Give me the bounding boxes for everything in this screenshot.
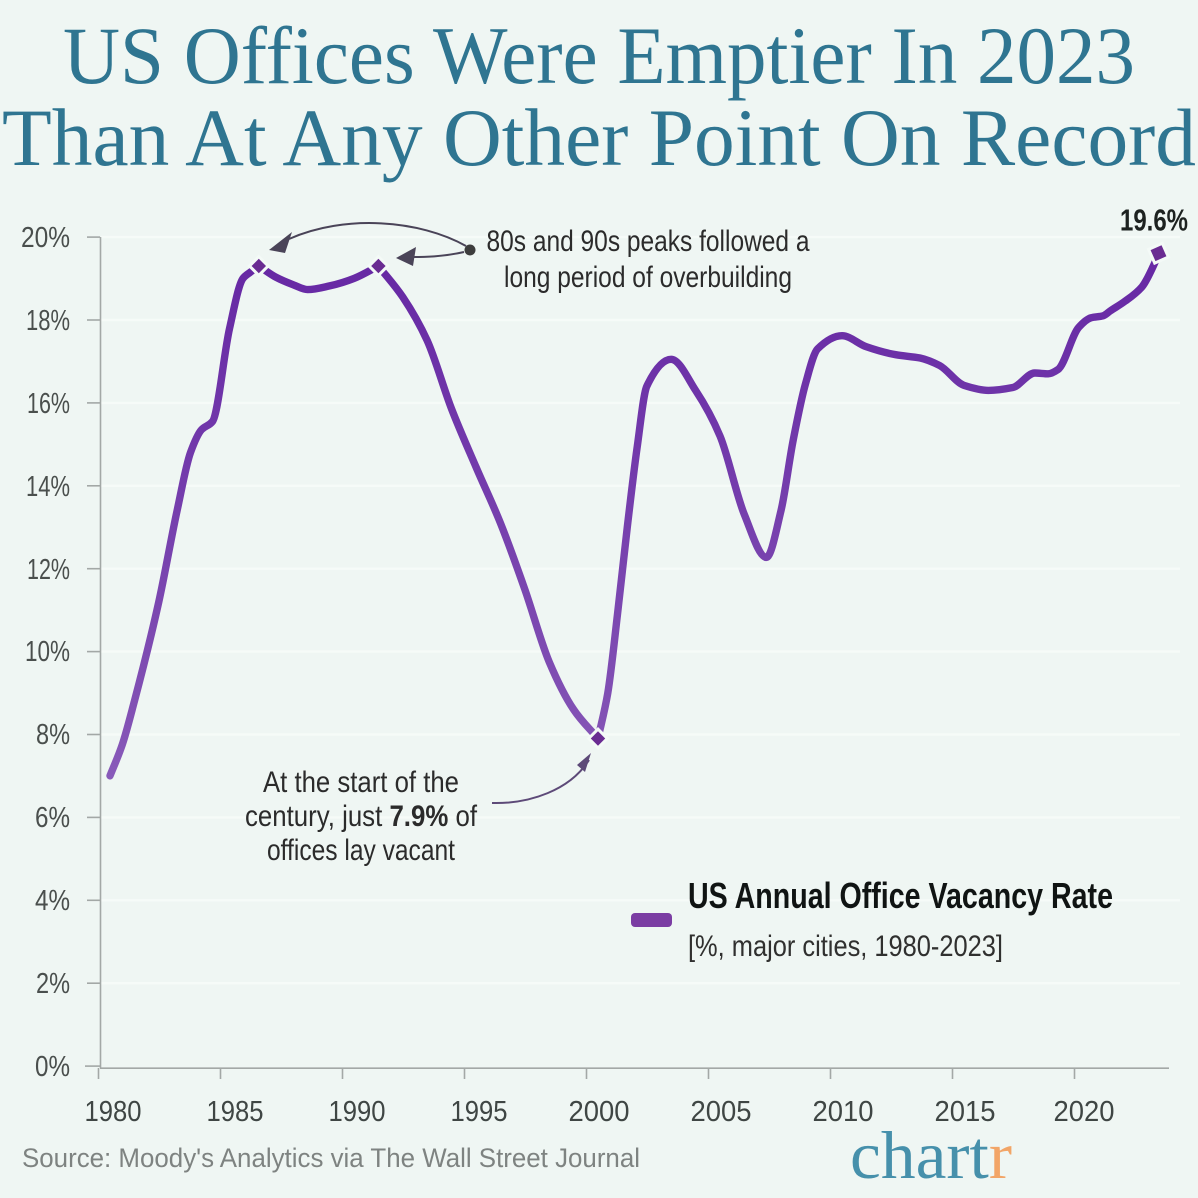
svg-text:chartr: chartr xyxy=(850,1117,1012,1193)
svg-text:0%: 0% xyxy=(35,1051,70,1083)
svg-text:2010: 2010 xyxy=(813,1096,874,1128)
svg-text:8%: 8% xyxy=(36,719,70,751)
svg-text:80s and 90s peaks followed a: 80s and 90s peaks followed a xyxy=(487,225,810,258)
svg-text:2000: 2000 xyxy=(569,1096,630,1128)
svg-text:2020: 2020 xyxy=(1054,1096,1115,1128)
svg-text:offices lay vacant: offices lay vacant xyxy=(267,834,456,867)
svg-text:1990: 1990 xyxy=(329,1096,386,1128)
svg-text:16%: 16% xyxy=(27,388,70,420)
svg-text:At the start of the: At the start of the xyxy=(263,766,459,799)
svg-text:1995: 1995 xyxy=(451,1096,508,1128)
svg-text:1980: 1980 xyxy=(85,1096,142,1128)
svg-text:10%: 10% xyxy=(25,636,70,668)
svg-text:Than At Any Other Point On Rec: Than At Any Other Point On Record xyxy=(2,92,1196,183)
svg-text:18%: 18% xyxy=(26,305,70,337)
svg-text:20%: 20% xyxy=(21,222,70,254)
svg-text:4%: 4% xyxy=(35,885,70,917)
svg-text:1985: 1985 xyxy=(207,1096,264,1128)
svg-text:14%: 14% xyxy=(26,471,70,503)
svg-text:Source: Moody's Analytics via: Source: Moody's Analytics via The Wall S… xyxy=(22,1143,640,1173)
svg-text:US Annual Office Vacancy Rate: US Annual Office Vacancy Rate xyxy=(688,875,1113,916)
svg-text:2%: 2% xyxy=(36,968,70,1000)
svg-text:century, just 7.9% of: century, just 7.9% of xyxy=(245,800,478,833)
svg-text:2005: 2005 xyxy=(691,1096,752,1128)
svg-text:long period of overbuilding: long period of overbuilding xyxy=(504,261,792,294)
svg-text:2015: 2015 xyxy=(935,1096,996,1128)
svg-text:12%: 12% xyxy=(27,554,70,586)
svg-text:19.6%: 19.6% xyxy=(1120,203,1188,238)
svg-text:6%: 6% xyxy=(35,802,70,834)
svg-text:[%, major cities, 1980-2023]: [%, major cities, 1980-2023] xyxy=(688,930,1003,963)
svg-text:US Offices Were Emptier In 202: US Offices Were Emptier In 2023 xyxy=(63,10,1135,101)
